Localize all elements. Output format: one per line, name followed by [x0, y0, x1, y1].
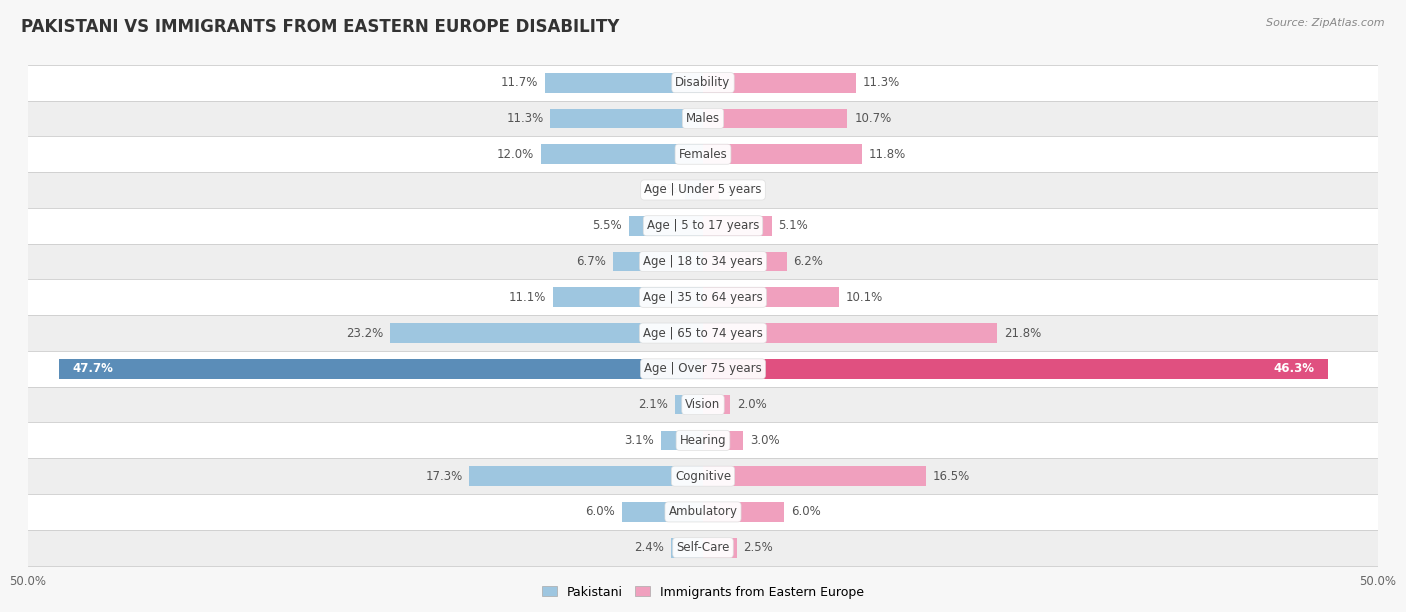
Bar: [621, 502, 703, 522]
Bar: [613, 252, 703, 271]
Legend: Pakistani, Immigrants from Eastern Europe: Pakistani, Immigrants from Eastern Europ…: [537, 581, 869, 603]
Text: 2.4%: 2.4%: [634, 541, 664, 554]
Bar: [28, 494, 1378, 530]
Bar: [628, 216, 703, 236]
Text: 1.3%: 1.3%: [650, 184, 679, 196]
Bar: [541, 144, 703, 164]
Text: Females: Females: [679, 147, 727, 161]
Text: 16.5%: 16.5%: [932, 469, 970, 483]
Text: 11.7%: 11.7%: [501, 76, 538, 89]
Bar: [703, 538, 737, 558]
Text: 47.7%: 47.7%: [73, 362, 114, 375]
Text: Age | 18 to 34 years: Age | 18 to 34 years: [643, 255, 763, 268]
Bar: [703, 502, 785, 522]
Text: Age | 65 to 74 years: Age | 65 to 74 years: [643, 327, 763, 340]
Bar: [703, 144, 862, 164]
Bar: [703, 359, 1327, 379]
Text: 11.8%: 11.8%: [869, 147, 907, 161]
Text: 6.0%: 6.0%: [585, 506, 616, 518]
Text: Ambulatory: Ambulatory: [668, 506, 738, 518]
Text: 11.3%: 11.3%: [862, 76, 900, 89]
Text: 11.1%: 11.1%: [509, 291, 547, 304]
Text: 2.0%: 2.0%: [737, 398, 766, 411]
Bar: [28, 387, 1378, 422]
Text: Age | Over 75 years: Age | Over 75 years: [644, 362, 762, 375]
Bar: [470, 466, 703, 486]
Bar: [28, 458, 1378, 494]
Bar: [703, 216, 772, 236]
Bar: [28, 422, 1378, 458]
Bar: [28, 172, 1378, 208]
Text: 5.1%: 5.1%: [779, 219, 808, 232]
Bar: [703, 288, 839, 307]
Text: 21.8%: 21.8%: [1004, 327, 1042, 340]
Text: Age | 5 to 17 years: Age | 5 to 17 years: [647, 219, 759, 232]
Text: 23.2%: 23.2%: [346, 327, 382, 340]
Text: Vision: Vision: [685, 398, 721, 411]
Text: Males: Males: [686, 112, 720, 125]
Text: 11.3%: 11.3%: [506, 112, 544, 125]
Text: Hearing: Hearing: [679, 434, 727, 447]
Text: 2.5%: 2.5%: [744, 541, 773, 554]
Text: 12.0%: 12.0%: [498, 147, 534, 161]
Text: 17.3%: 17.3%: [426, 469, 463, 483]
Text: Source: ZipAtlas.com: Source: ZipAtlas.com: [1267, 18, 1385, 28]
Bar: [661, 431, 703, 450]
Text: PAKISTANI VS IMMIGRANTS FROM EASTERN EUROPE DISABILITY: PAKISTANI VS IMMIGRANTS FROM EASTERN EUR…: [21, 18, 620, 36]
Bar: [389, 323, 703, 343]
Bar: [703, 323, 997, 343]
Bar: [703, 73, 855, 92]
Bar: [28, 208, 1378, 244]
Text: 1.2%: 1.2%: [725, 184, 756, 196]
Bar: [553, 288, 703, 307]
Text: Age | 35 to 64 years: Age | 35 to 64 years: [643, 291, 763, 304]
Bar: [703, 252, 787, 271]
Bar: [546, 73, 703, 92]
Text: Self-Care: Self-Care: [676, 541, 730, 554]
Text: Disability: Disability: [675, 76, 731, 89]
Bar: [703, 180, 720, 200]
Bar: [28, 244, 1378, 280]
Text: 6.0%: 6.0%: [790, 506, 821, 518]
Text: 10.1%: 10.1%: [846, 291, 883, 304]
Text: 6.7%: 6.7%: [576, 255, 606, 268]
Text: 5.5%: 5.5%: [592, 219, 621, 232]
Text: Cognitive: Cognitive: [675, 469, 731, 483]
Bar: [28, 136, 1378, 172]
Bar: [703, 466, 925, 486]
Text: 10.7%: 10.7%: [855, 112, 891, 125]
Text: Age | Under 5 years: Age | Under 5 years: [644, 184, 762, 196]
Bar: [703, 395, 730, 414]
Text: 2.1%: 2.1%: [638, 398, 668, 411]
Bar: [28, 530, 1378, 565]
Text: 3.0%: 3.0%: [751, 434, 780, 447]
Bar: [28, 65, 1378, 100]
Bar: [675, 395, 703, 414]
Bar: [59, 359, 703, 379]
Bar: [671, 538, 703, 558]
Bar: [28, 280, 1378, 315]
Bar: [28, 351, 1378, 387]
Bar: [703, 108, 848, 129]
Bar: [28, 100, 1378, 136]
Text: 46.3%: 46.3%: [1274, 362, 1315, 375]
Text: 6.2%: 6.2%: [793, 255, 824, 268]
Bar: [686, 180, 703, 200]
Bar: [703, 431, 744, 450]
Text: 3.1%: 3.1%: [624, 434, 654, 447]
Bar: [551, 108, 703, 129]
Bar: [28, 315, 1378, 351]
